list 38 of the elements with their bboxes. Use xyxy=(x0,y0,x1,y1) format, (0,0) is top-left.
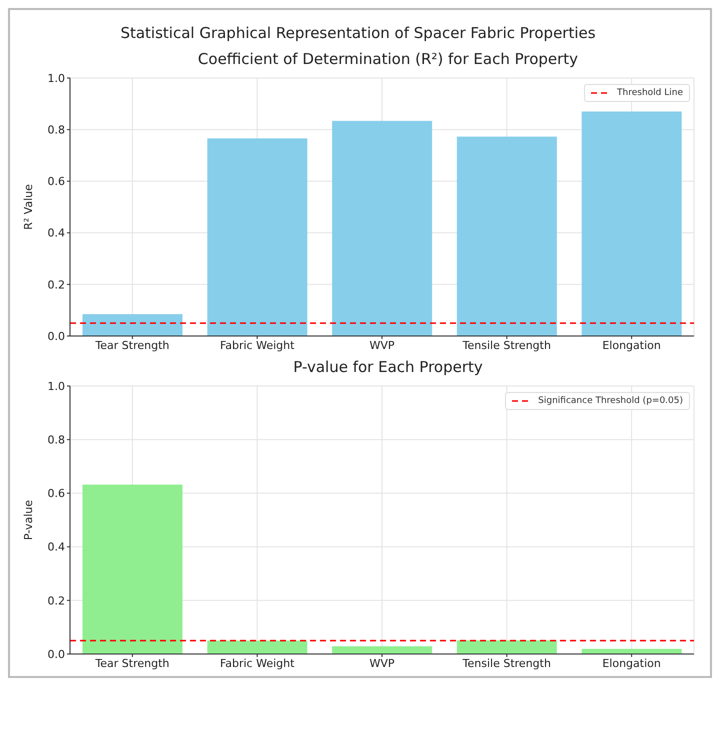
x-tick-label: Elongation xyxy=(602,656,661,670)
chart-title: P-value for Each Property xyxy=(292,358,484,376)
y-tick-label: 0.2 xyxy=(48,594,65,608)
chart-subtitle: Coefficient of Determination (R²) for Each Property xyxy=(196,50,580,68)
y-tick-label: 1.0 xyxy=(48,380,65,393)
x-tick-label: Tensile Strength xyxy=(462,656,551,670)
y-tick-label: 0.4 xyxy=(48,540,65,554)
y-tick-label: 0.6 xyxy=(48,487,65,500)
x-tick-label: Tensile Strength xyxy=(462,338,551,352)
y-tick-label: 0.0 xyxy=(48,330,65,343)
x-tick-label: Tear Strength xyxy=(94,338,170,352)
x-tick-label: Tear Strength xyxy=(94,656,170,670)
bar xyxy=(456,136,557,336)
x-tick-label: WVP xyxy=(369,338,395,352)
legend-label: Threshold Line xyxy=(617,88,683,98)
bar xyxy=(82,484,182,654)
y-axis-title: P-value xyxy=(22,500,35,540)
y-tick-label: 0.2 xyxy=(48,278,65,292)
x-tick-label: WVP xyxy=(369,656,395,670)
x-tick-label: Elongation xyxy=(602,338,661,352)
legend-label: Significance Threshold (p=0.05) xyxy=(538,396,683,406)
chart-title: Statistical Graphical Representation of Spacer Fabric Properties xyxy=(119,23,597,44)
x-tick-label: Fabric Weight xyxy=(220,338,296,352)
bar xyxy=(582,112,682,336)
bar xyxy=(332,646,432,654)
y-tick-label: 0.8 xyxy=(48,124,65,137)
bar xyxy=(456,640,557,654)
bar xyxy=(332,120,432,336)
y-tick-label: 0.4 xyxy=(48,226,65,240)
y-tick-label: 1.0 xyxy=(48,72,65,85)
y-axis-title: R² Value xyxy=(22,184,35,230)
x-tick-label: Fabric Weight xyxy=(220,656,296,670)
bar xyxy=(207,640,308,654)
y-tick-label: 0.6 xyxy=(48,175,65,188)
y-tick-label: 0.8 xyxy=(48,434,65,447)
bar xyxy=(82,314,182,336)
bar xyxy=(207,138,308,336)
y-tick-label: 0.0 xyxy=(48,648,65,661)
